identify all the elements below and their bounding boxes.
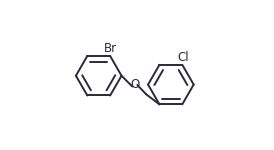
Text: Br: Br xyxy=(104,42,117,55)
Text: O: O xyxy=(130,78,139,91)
Text: Cl: Cl xyxy=(177,51,189,64)
